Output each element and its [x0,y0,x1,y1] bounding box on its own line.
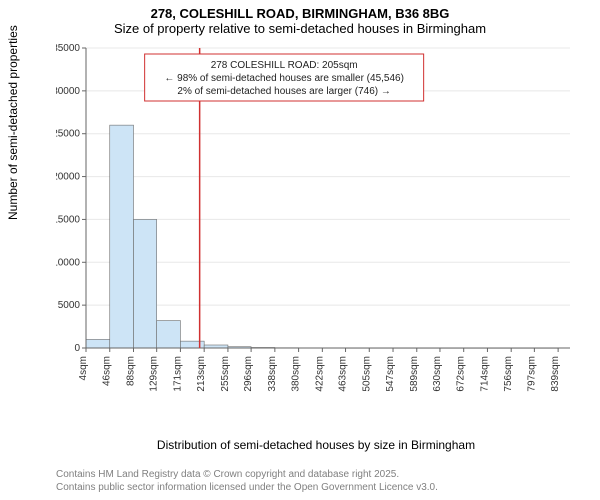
svg-text:30000: 30000 [56,86,80,97]
svg-text:129sqm: 129sqm [149,356,160,392]
svg-text:296sqm: 296sqm [243,356,254,392]
attribution-footer: Contains HM Land Registry data © Crown c… [56,469,438,494]
svg-text:463sqm: 463sqm [338,356,349,392]
svg-text:505sqm: 505sqm [361,356,372,392]
svg-text:213sqm: 213sqm [196,356,207,392]
svg-text:338sqm: 338sqm [267,356,278,392]
svg-text:630sqm: 630sqm [432,356,443,392]
chart-title-address: 278, COLESHILL ROAD, BIRMINGHAM, B36 8BG [0,0,600,21]
svg-text:88sqm: 88sqm [125,356,136,386]
svg-text:15000: 15000 [56,214,80,225]
footer-line-1: Contains HM Land Registry data © Crown c… [56,469,438,482]
svg-text:255sqm: 255sqm [220,356,231,392]
svg-text:714sqm: 714sqm [479,356,490,392]
footer-line-2: Contains public sector information licen… [56,482,438,495]
histogram-chart: 0 5000 10000 15000 20000 25000 30000 35000 4sqm 4… [56,42,576,402]
svg-text:46sqm: 46sqm [102,356,113,386]
svg-text:25000: 25000 [56,129,80,140]
svg-text:4sqm: 4sqm [78,356,89,380]
svg-text:756sqm: 756sqm [503,356,514,392]
svg-text:20000: 20000 [56,172,80,183]
svg-text:← 98% of semi-detached houses: ← 98% of semi-detached houses are smalle… [164,73,404,84]
svg-text:672sqm: 672sqm [456,356,467,392]
x-axis-label: Distribution of semi-detached houses by … [56,438,576,452]
svg-text:422sqm: 422sqm [314,356,325,392]
svg-text:5000: 5000 [58,300,81,311]
svg-text:797sqm: 797sqm [526,356,537,392]
svg-text:0: 0 [74,343,80,354]
y-axis-label: Number of semi-detached properties [6,25,20,220]
svg-text:278 COLESHILL ROAD: 205sqm: 278 COLESHILL ROAD: 205sqm [211,60,358,71]
svg-text:2% of semi-detached houses are: 2% of semi-detached houses are larger (7… [177,86,390,97]
chart-title-desc: Size of property relative to semi-detach… [0,21,600,42]
svg-text:35000: 35000 [56,43,80,54]
svg-text:171sqm: 171sqm [172,356,183,392]
svg-text:10000: 10000 [56,257,80,268]
svg-text:380sqm: 380sqm [291,356,302,392]
svg-text:589sqm: 589sqm [409,356,420,392]
svg-text:839sqm: 839sqm [550,356,561,392]
svg-text:547sqm: 547sqm [385,356,396,392]
